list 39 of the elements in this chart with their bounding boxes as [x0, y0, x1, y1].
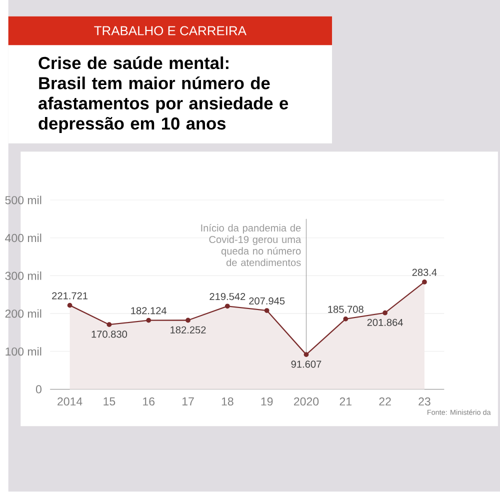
- point: [304, 352, 309, 358]
- point: [382, 310, 388, 316]
- data-label: 219.542: [210, 293, 246, 300]
- point: [106, 322, 112, 328]
- data-label: 182.124: [131, 307, 167, 314]
- x-tick-label: 23: [418, 398, 430, 406]
- data-label: 170.830: [92, 330, 128, 338]
- ref-line-label: Início da pandemia de Covid-19 gerou uma queda no número de atendimentos: [201, 224, 302, 266]
- point: [264, 308, 270, 314]
- x-tick-label: 15: [104, 398, 116, 406]
- data-label: 182.252: [170, 326, 206, 334]
- y-tick-label: 500 mil: [5, 196, 42, 204]
- x-tick-label: 19: [261, 398, 273, 406]
- chart-title: Crise de saúde mental: Brasil tem maior número de afastamentos por ansiedade e depressão em 10 anos: [38, 56, 288, 134]
- point: [186, 318, 190, 323]
- point: [343, 316, 348, 322]
- chart-subtitle: TRABALHO E CARREIRA: [94, 26, 246, 36]
- x-tick-label: 16: [143, 398, 155, 406]
- y-tick-label: 300 mil: [5, 272, 42, 280]
- data-label: 91.607: [291, 360, 322, 368]
- point: [224, 304, 230, 309]
- x-tick-label: 17: [182, 398, 194, 406]
- y-tick-label: 400 mil: [5, 234, 42, 242]
- data-label: 207.945: [249, 298, 285, 305]
- data-label: 201.864: [367, 319, 403, 326]
- y-tick-label: 0: [36, 385, 42, 394]
- x-tick-label: 2020: [294, 398, 319, 406]
- data-label: 221.721: [52, 292, 88, 300]
- point: [422, 280, 427, 285]
- y-tick-label: 200 mil: [5, 309, 42, 318]
- x-tick-label: 21: [340, 398, 352, 406]
- y-tick-label: 100 mil: [6, 347, 42, 356]
- x-tick-label: 22: [379, 398, 391, 406]
- data-label: 185.708: [328, 306, 364, 314]
- point: [67, 303, 72, 308]
- point: [146, 318, 152, 323]
- x-tick-label: 18: [222, 398, 234, 406]
- x-tick-label: 2014: [58, 398, 82, 406]
- data-label: 283.4: [412, 268, 437, 276]
